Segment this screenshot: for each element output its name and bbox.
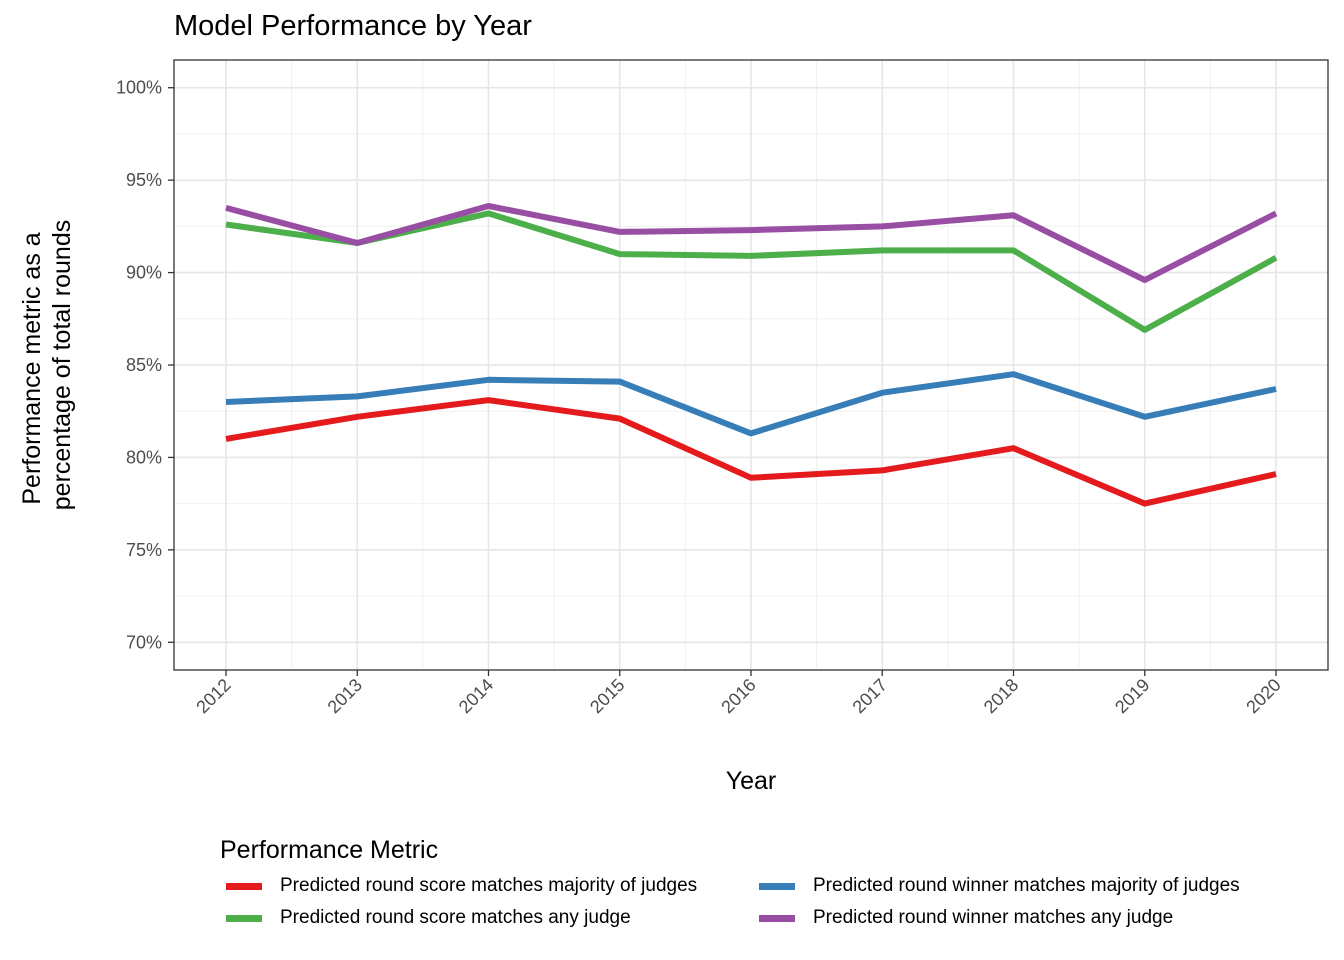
y-axis: 70% 75% 80% 85% 90% 95% 100%	[116, 78, 174, 652]
legend-item: Predicted round score matches any judge	[220, 907, 753, 929]
y-tick-label: 70%	[126, 632, 162, 652]
y-tick-label: 90%	[126, 263, 162, 283]
y-tick-label: 95%	[126, 170, 162, 190]
chart-title: Model Performance by Year	[174, 10, 532, 42]
y-tick-label: 75%	[126, 540, 162, 560]
y-axis-label-line-2: percentage of total rounds	[48, 220, 76, 510]
x-axis: 2012 2013 2014 2015 2016 2017 2018 2019 2020	[192, 670, 1285, 717]
x-tick-label: 2019	[1111, 675, 1153, 717]
legend-item: Predicted round winner matches any judge	[753, 907, 1273, 929]
legend-item: Predicted round winner matches majority …	[753, 875, 1273, 897]
y-tick-label: 85%	[126, 355, 162, 375]
x-tick-label: 2016	[717, 675, 759, 717]
x-tick-label: 2014	[455, 675, 497, 717]
series-line	[225, 371, 1277, 437]
y-axis-label-line-1: Performance metric as a	[18, 232, 46, 504]
legend-label: Predicted round score matches majority o…	[280, 875, 698, 896]
y-axis-label: Performance metric as a percentage of to…	[18, 220, 76, 510]
y-tick-label: 80%	[126, 447, 162, 467]
x-tick-label: 2020	[1242, 675, 1284, 717]
series-line	[225, 203, 1278, 283]
legend-items: Predicted round score matches majority o…	[220, 875, 1320, 929]
x-tick-label: 2012	[192, 675, 234, 717]
x-tick-label: 2017	[849, 675, 891, 717]
legend-swatch	[759, 882, 795, 890]
x-axis-label: Year	[726, 767, 777, 795]
legend-swatch	[226, 914, 262, 922]
legend-title: Performance Metric	[220, 836, 439, 864]
legend-swatch	[226, 882, 262, 890]
x-tick-label: 2018	[980, 675, 1022, 717]
series-lines	[225, 203, 1278, 507]
legend-label: Predicted round winner matches any judge	[813, 907, 1174, 928]
y-tick-label: 100%	[116, 78, 162, 98]
grid-lines	[174, 60, 1328, 670]
series-line	[225, 397, 1277, 507]
x-tick-label: 2015	[586, 675, 628, 717]
legend-label: Predicted round score matches any judge	[280, 907, 631, 928]
legend-item: Predicted round score matches majority o…	[220, 875, 753, 897]
legend: Performance Metric Predicted round score…	[220, 836, 1320, 929]
legend-label: Predicted round winner matches majority …	[813, 875, 1240, 896]
x-tick-label: 2013	[324, 675, 366, 717]
legend-swatch	[759, 914, 795, 922]
